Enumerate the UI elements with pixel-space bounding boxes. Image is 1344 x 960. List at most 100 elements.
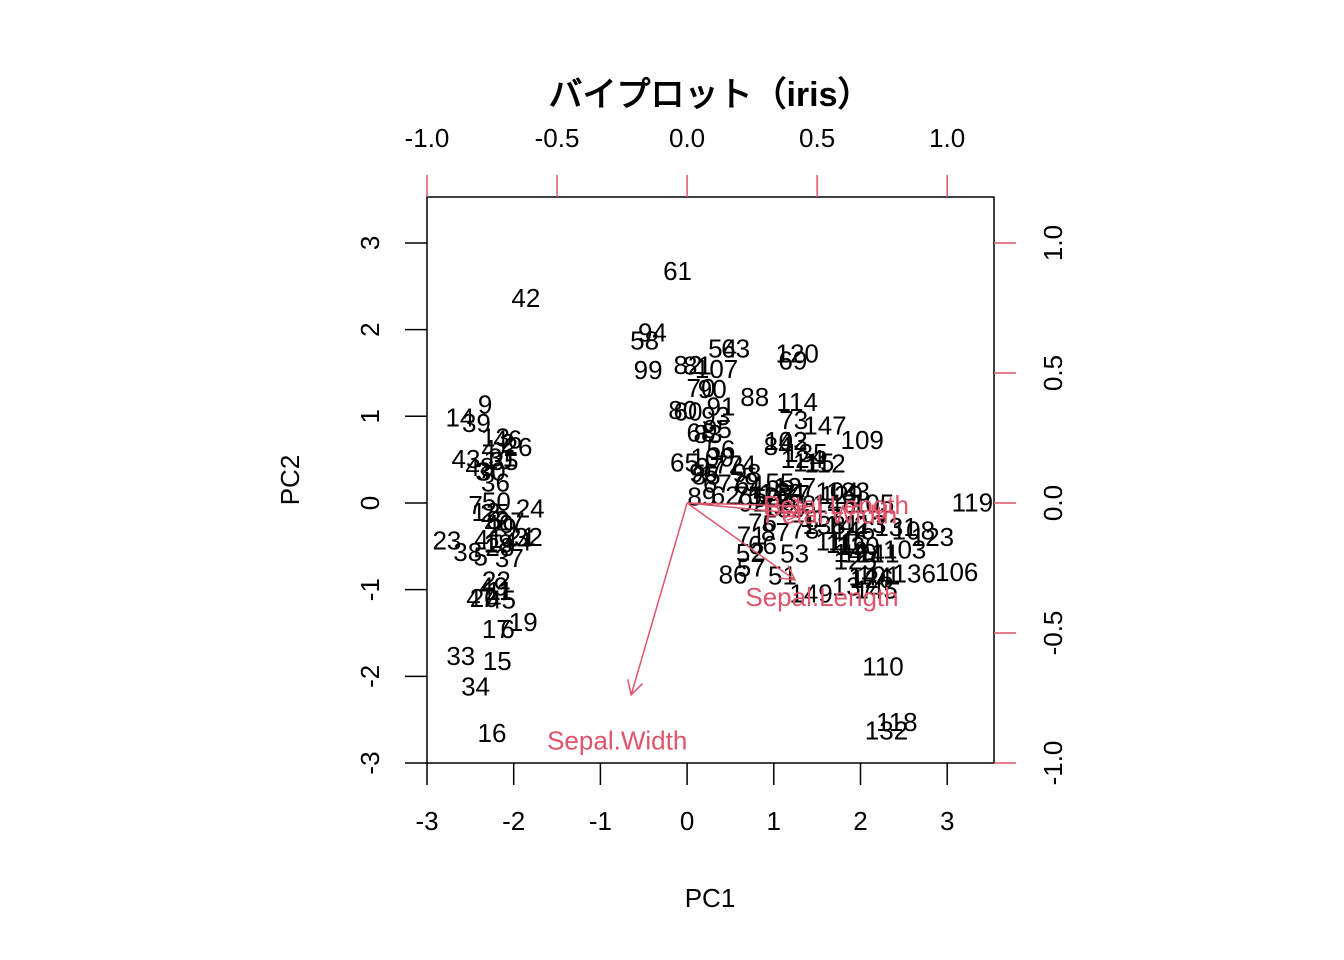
point-label: 13: [481, 423, 510, 453]
point-label: 122: [749, 482, 792, 512]
point-label: 67: [703, 469, 732, 499]
point-label: 111: [816, 527, 856, 557]
point-label: 63: [721, 333, 750, 363]
point-label: 52: [736, 538, 765, 568]
y2-tick-label: 0.5: [1038, 355, 1068, 391]
point-label: 10: [484, 445, 513, 475]
point-label: 29: [488, 513, 517, 543]
point-label: 7: [468, 490, 482, 520]
point-label: 87: [761, 517, 790, 547]
point-label: 46: [493, 424, 522, 454]
point-label: 79: [730, 467, 759, 497]
loading-label: Petal.Length: [763, 490, 909, 520]
point-label: 143: [764, 426, 807, 456]
x2-tick-label: 0.0: [669, 123, 705, 153]
point-label: 56: [706, 435, 735, 465]
point-label: 68: [687, 417, 716, 447]
y-tick-label: 1: [355, 409, 385, 423]
point-label: 142: [825, 510, 868, 540]
point-label: 43: [452, 444, 481, 474]
point-label: 49: [479, 572, 508, 602]
point-label: 108: [892, 515, 935, 545]
point-label: 135: [784, 438, 827, 468]
x-tick-label: -3: [415, 806, 438, 836]
point-label: 34: [461, 671, 490, 701]
point-label: 148: [813, 488, 856, 518]
y-axis-label: PC2: [275, 455, 305, 506]
point-label: 20: [470, 583, 499, 613]
point-label: 109: [841, 425, 884, 455]
point-label: 78: [791, 514, 820, 544]
point-label: 117: [800, 503, 841, 533]
loading-arrow: [627, 502, 688, 697]
point-label: 30: [477, 456, 506, 486]
point-label: 115: [793, 448, 834, 478]
point-label: 81: [683, 351, 712, 381]
x-tick-label: 3: [940, 806, 954, 836]
point-label: 120: [776, 338, 819, 368]
y-tick-label: 0: [355, 496, 385, 510]
point-label: 110: [862, 651, 903, 681]
point-label: 99: [634, 355, 663, 385]
x2-tick-label: 1.0: [929, 123, 965, 153]
y-tick-label: 2: [355, 322, 385, 336]
y-tick-label: -3: [355, 751, 385, 774]
point-label: 32: [514, 522, 543, 552]
point-label: 12: [471, 497, 500, 527]
point-label: 121: [841, 539, 884, 569]
point-label: 39: [462, 408, 491, 438]
point-label: 57: [737, 553, 766, 583]
point-label: 100: [691, 443, 734, 473]
point-label: 77: [781, 479, 810, 509]
point-label: 127: [773, 472, 816, 502]
point-label: 22: [482, 566, 511, 596]
point-label: 24: [516, 494, 545, 524]
point-label: 128: [773, 489, 816, 519]
y-tick-label: -1: [355, 578, 385, 601]
point-label: 94: [638, 318, 667, 348]
point-label: 105: [851, 488, 894, 518]
point-label: 5: [474, 541, 488, 571]
point-label: 88: [740, 382, 769, 412]
point-label: 126: [850, 564, 893, 594]
point-label: 11: [486, 576, 513, 606]
point-label: 3: [475, 456, 489, 486]
point-label: 47: [466, 583, 495, 613]
point-label: 73: [779, 405, 808, 435]
loading-label: Sepal.Length: [745, 582, 898, 612]
point-label: 84: [764, 431, 793, 461]
point-label: 65: [670, 448, 699, 478]
point-label: 40: [484, 509, 513, 539]
point-label: 31: [488, 443, 517, 473]
point-label: 146: [832, 515, 875, 545]
x-tick-label: -2: [502, 806, 525, 836]
point-label: 36: [481, 468, 510, 498]
point-label: 21: [507, 521, 536, 551]
point-label: 44: [503, 527, 532, 557]
point-label: 150: [759, 478, 802, 508]
point-label: 38: [453, 537, 482, 567]
point-label: 129: [820, 480, 863, 510]
point-label: 112: [804, 449, 845, 479]
point-label: 134: [762, 477, 805, 507]
y2-tick-label: 1.0: [1038, 225, 1068, 261]
point-label: 106: [935, 557, 978, 587]
point-label: 6: [500, 614, 514, 644]
y-tick-label: -2: [355, 665, 385, 688]
x2-tick-label: 0.5: [799, 123, 835, 153]
y-tick-label: 3: [355, 236, 385, 250]
point-label: 71: [737, 521, 766, 551]
point-label: 64: [735, 469, 764, 499]
point-label: 86: [719, 560, 748, 590]
point-label: 91: [706, 391, 735, 421]
point-label: 48: [465, 452, 494, 482]
point-label: 119: [952, 488, 993, 518]
loading-arrow: [686, 502, 797, 581]
point-label: 16: [478, 718, 507, 748]
point-label: 82: [673, 350, 702, 380]
x-tick-label: 2: [853, 806, 867, 836]
point-label: 9: [478, 390, 492, 420]
point-label: 15: [483, 646, 512, 676]
point-label: 123: [911, 522, 954, 552]
